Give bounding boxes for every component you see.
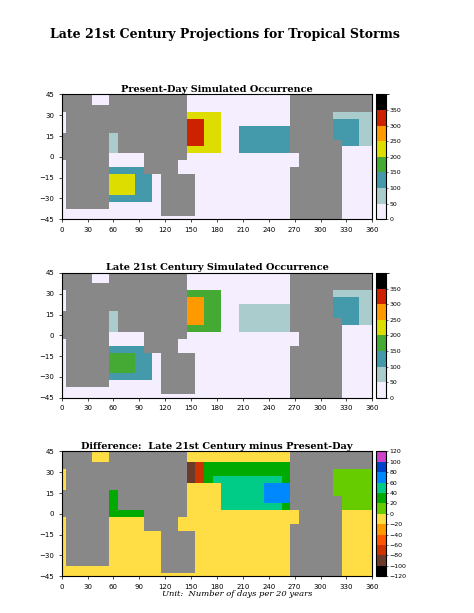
Text: Late 21st Century Projections for Tropical Storms: Late 21st Century Projections for Tropic… [50,28,400,40]
Title: Difference:  Late 21st Century minus Present-Day: Difference: Late 21st Century minus Pres… [81,441,353,451]
Text: Unit:  Number of days per 20 years: Unit: Number of days per 20 years [162,590,312,598]
Title: Present-Day Simulated Occurrence: Present-Day Simulated Occurrence [121,85,313,94]
Title: Late 21st Century Simulated Occurrence: Late 21st Century Simulated Occurrence [106,263,328,272]
